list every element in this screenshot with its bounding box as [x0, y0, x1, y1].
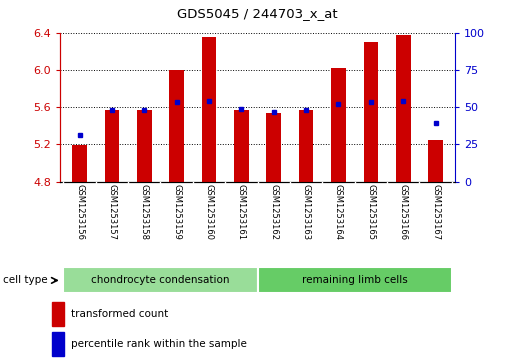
- Bar: [363, 42, 378, 182]
- Text: GSM1253160: GSM1253160: [204, 184, 213, 240]
- Bar: [331, 68, 346, 182]
- Bar: [169, 70, 184, 182]
- Text: chondrocyte condensation: chondrocyte condensation: [91, 276, 230, 285]
- Text: GSM1253161: GSM1253161: [237, 184, 246, 240]
- Bar: [72, 145, 87, 182]
- Text: GSM1253163: GSM1253163: [302, 184, 311, 240]
- Bar: [63, 268, 258, 293]
- Text: GSM1253162: GSM1253162: [269, 184, 278, 240]
- Text: GSM1253166: GSM1253166: [399, 184, 408, 240]
- Bar: [428, 140, 443, 182]
- Text: transformed count: transformed count: [71, 309, 168, 319]
- Bar: [137, 110, 152, 182]
- Bar: [299, 110, 313, 182]
- Text: GSM1253164: GSM1253164: [334, 184, 343, 240]
- Text: GSM1253157: GSM1253157: [107, 184, 117, 240]
- Bar: [396, 36, 411, 182]
- Text: GDS5045 / 244703_x_at: GDS5045 / 244703_x_at: [177, 7, 338, 20]
- Text: GSM1253159: GSM1253159: [172, 184, 181, 240]
- Text: cell type: cell type: [3, 276, 47, 285]
- Bar: [52, 332, 64, 356]
- Bar: [105, 110, 119, 182]
- Bar: [267, 113, 281, 182]
- Text: GSM1253158: GSM1253158: [140, 184, 149, 240]
- Bar: [202, 37, 217, 182]
- Text: GSM1253165: GSM1253165: [366, 184, 376, 240]
- Bar: [52, 302, 64, 326]
- Text: GSM1253167: GSM1253167: [431, 184, 440, 240]
- Bar: [234, 110, 248, 182]
- Text: remaining limb cells: remaining limb cells: [302, 276, 407, 285]
- Text: GSM1253156: GSM1253156: [75, 184, 84, 240]
- Text: percentile rank within the sample: percentile rank within the sample: [71, 339, 246, 349]
- Bar: [257, 268, 452, 293]
